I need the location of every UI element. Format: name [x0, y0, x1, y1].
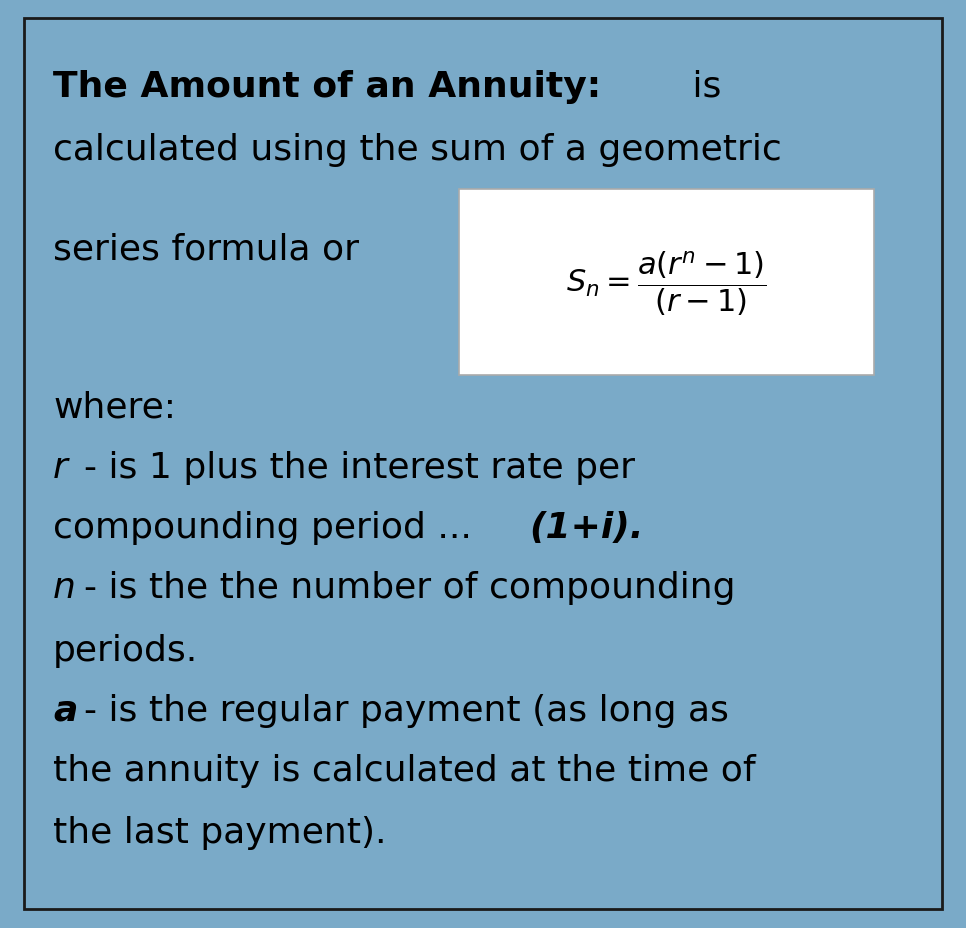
Text: the annuity is calculated at the time of: the annuity is calculated at the time of: [53, 754, 755, 788]
FancyBboxPatch shape: [459, 190, 874, 376]
Text: $S_n = \dfrac{a(r^n-1)}{(r-1)}$: $S_n = \dfrac{a(r^n-1)}{(r-1)}$: [566, 249, 767, 317]
Text: the last payment).: the last payment).: [53, 815, 386, 849]
Text: where:: where:: [53, 390, 176, 424]
Text: r: r: [53, 450, 68, 484]
Text: is: is: [681, 70, 722, 104]
Text: compounding period ...: compounding period ...: [53, 510, 484, 545]
Text: periods.: periods.: [53, 633, 198, 667]
Text: The Amount of an Annuity:: The Amount of an Annuity:: [53, 70, 601, 104]
Text: calculated using the sum of a geometric: calculated using the sum of a geometric: [53, 133, 781, 167]
Text: (1+i).: (1+i).: [529, 510, 644, 545]
Text: - is the the number of compounding: - is the the number of compounding: [84, 571, 735, 605]
FancyBboxPatch shape: [24, 19, 942, 909]
Text: - is 1 plus the interest rate per: - is 1 plus the interest rate per: [84, 450, 635, 484]
Text: a: a: [53, 693, 77, 728]
Text: n: n: [53, 571, 76, 605]
Text: series formula or: series formula or: [53, 232, 359, 266]
Text: - is the regular payment (as long as: - is the regular payment (as long as: [84, 693, 729, 728]
